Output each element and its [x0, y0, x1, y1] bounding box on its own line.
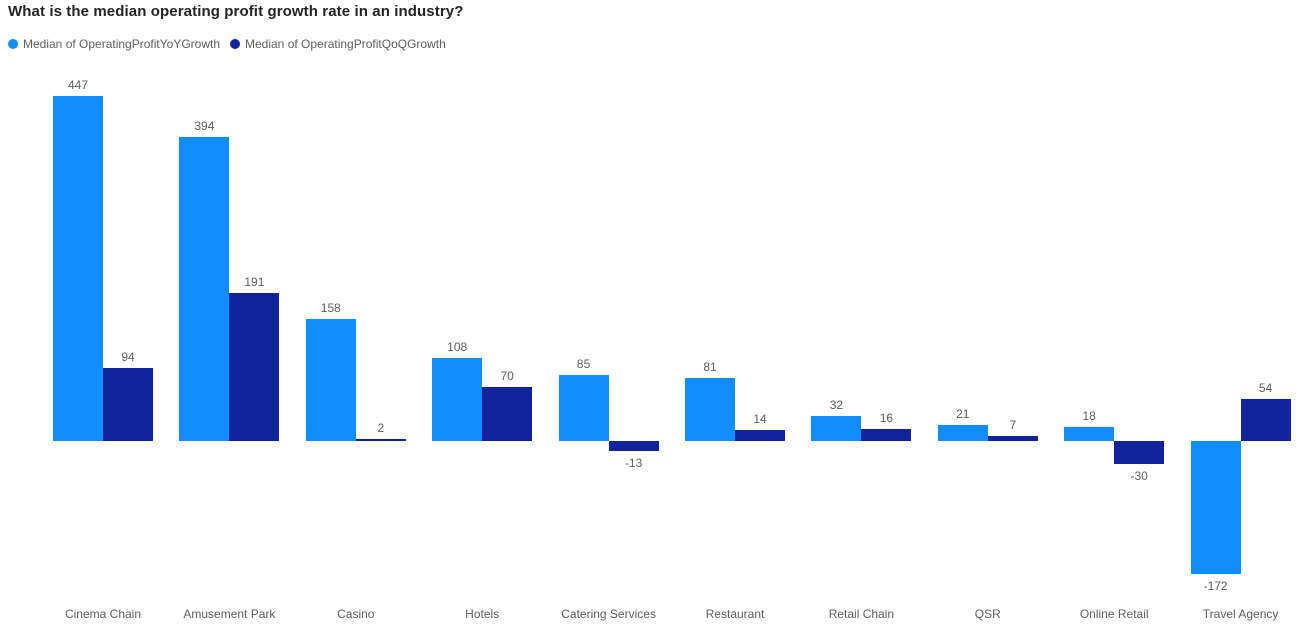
- bar-yoy[interactable]: [1064, 427, 1115, 441]
- bar-yoy[interactable]: [685, 378, 735, 441]
- value-label: -30: [1130, 469, 1148, 484]
- value-label: 394: [194, 118, 215, 133]
- bar-qoq[interactable]: [1114, 441, 1165, 465]
- bar-qoq[interactable]: [608, 441, 659, 452]
- bar-yoy[interactable]: [432, 357, 483, 441]
- legend-label-yoy: Median of OperatingProfitYoYGrowth: [23, 37, 220, 51]
- category-label: Hotels: [465, 607, 500, 621]
- value-label: 16: [879, 410, 894, 425]
- bar-yoy[interactable]: [937, 424, 988, 441]
- legend-item-qoq[interactable]: Median of OperatingProfitQoQGrowth: [230, 37, 446, 51]
- bar-qoq[interactable]: [861, 428, 912, 441]
- category-label: Amusement Park: [183, 607, 276, 621]
- value-label: 94: [121, 350, 135, 365]
- category-label: Online Retail: [1079, 607, 1149, 621]
- value-label: 158: [320, 300, 341, 315]
- value-label: 108: [447, 339, 468, 354]
- category-label: Restaurant: [705, 607, 765, 621]
- value-label: 70: [500, 368, 514, 383]
- bar-yoy[interactable]: [179, 136, 230, 441]
- bar-yoy[interactable]: [1190, 441, 1241, 574]
- value-label: 191: [244, 275, 265, 290]
- value-label: 81: [703, 360, 717, 375]
- category-label: Catering Services: [561, 607, 656, 621]
- value-label: 447: [67, 77, 89, 92]
- value-label: 32: [829, 398, 844, 413]
- category-label: Cinema Chain: [64, 607, 142, 621]
- value-label: 7: [1009, 417, 1017, 432]
- category-label: QSR: [974, 607, 1001, 621]
- category-label: Casino: [337, 607, 375, 621]
- category-label: Travel Agency: [1202, 607, 1279, 621]
- legend-label-qoq: Median of OperatingProfitQoQGrowth: [245, 37, 446, 51]
- bar-yoy[interactable]: [305, 318, 356, 441]
- value-label: 18: [1082, 409, 1096, 424]
- value-label: 2: [377, 421, 385, 436]
- value-label: 85: [576, 357, 591, 372]
- bar-qoq[interactable]: [355, 439, 406, 441]
- bar-qoq[interactable]: [103, 368, 153, 441]
- legend-item-yoy[interactable]: Median of OperatingProfitYoYGrowth: [8, 37, 220, 51]
- bar-qoq[interactable]: [987, 435, 1038, 441]
- bar-yoy[interactable]: [558, 375, 609, 441]
- legend-dot-yoy-icon: [8, 39, 18, 49]
- legend: Median of OperatingProfitYoYGrowth Media…: [8, 37, 446, 51]
- value-label: 21: [956, 406, 970, 421]
- bar-yoy[interactable]: [53, 95, 103, 441]
- bar-yoy[interactable]: [811, 416, 862, 441]
- bar-qoq[interactable]: [735, 430, 785, 441]
- value-label: 14: [753, 412, 767, 427]
- category-label: Retail Chain: [828, 607, 895, 621]
- bar-qoq[interactable]: [1240, 399, 1291, 441]
- bar-qoq[interactable]: [229, 293, 280, 441]
- value-label: 54: [1258, 381, 1273, 396]
- bar-qoq[interactable]: [482, 386, 533, 441]
- legend-dot-qoq-icon: [230, 39, 240, 49]
- value-label: -13: [624, 456, 643, 471]
- value-label: -172: [1203, 578, 1228, 593]
- chart-title: What is the median operating profit grow…: [8, 3, 464, 20]
